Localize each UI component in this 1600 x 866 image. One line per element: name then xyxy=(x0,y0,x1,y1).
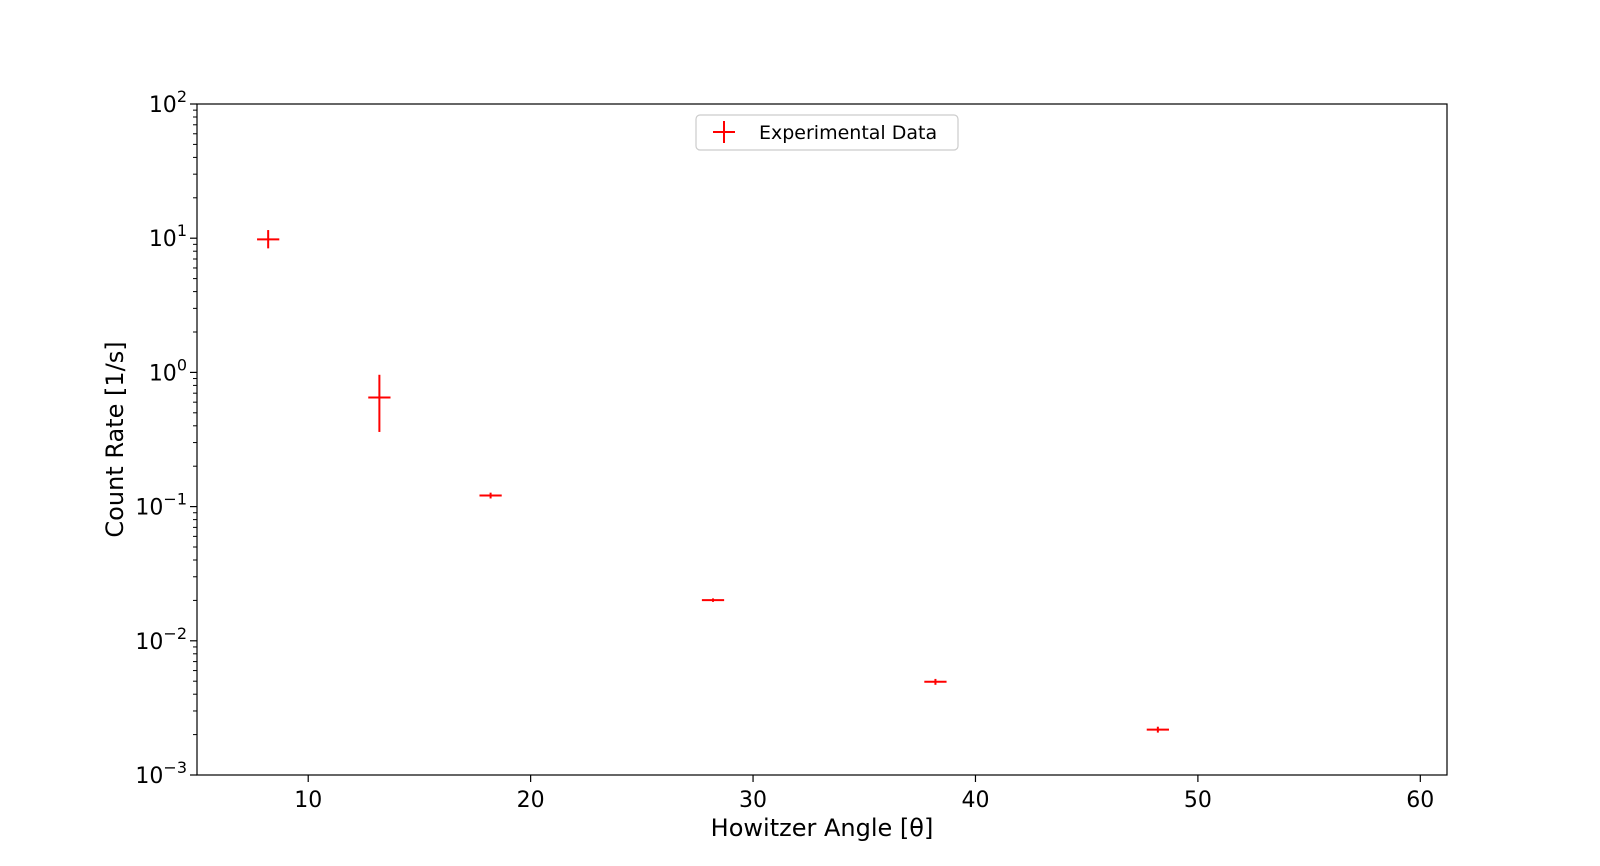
legend-box xyxy=(695,114,959,151)
plot-frame xyxy=(196,103,1448,776)
x-axis-ticks: 10 20 30 40 50 60 xyxy=(294,775,1434,813)
y-tick-label: 10−2 xyxy=(135,624,187,655)
y-tick-label: 10−3 xyxy=(135,758,187,789)
y-tick-label: 100 xyxy=(149,355,187,386)
legend: Experimental Data xyxy=(695,114,959,151)
data-point xyxy=(479,492,502,499)
data-points xyxy=(257,230,1169,733)
y-axis-label: Count Rate [1/s] xyxy=(101,341,129,537)
legend-entry-experimental-data: Experimental Data xyxy=(759,122,937,144)
y-tick-label: 101 xyxy=(149,221,187,252)
y-tick-label: 102 xyxy=(149,87,187,118)
x-axis-label: Howitzer Angle [θ] xyxy=(711,814,934,842)
data-point xyxy=(368,374,391,432)
y-tick-label: 10−1 xyxy=(135,490,187,521)
x-tick-label: 60 xyxy=(1406,788,1434,813)
legend-marker xyxy=(713,121,735,143)
x-tick-label: 50 xyxy=(1184,788,1212,813)
data-point xyxy=(257,230,280,249)
x-tick-label: 40 xyxy=(961,788,989,813)
data-point xyxy=(1146,726,1169,733)
data-point xyxy=(701,598,725,602)
x-tick-label: 20 xyxy=(517,788,545,813)
x-tick-label: 30 xyxy=(739,788,767,813)
data-point xyxy=(924,678,947,685)
x-tick-label: 10 xyxy=(294,788,322,813)
y-axis-ticks: 102 101 100 10−1 10−2 10−3 xyxy=(135,87,197,789)
